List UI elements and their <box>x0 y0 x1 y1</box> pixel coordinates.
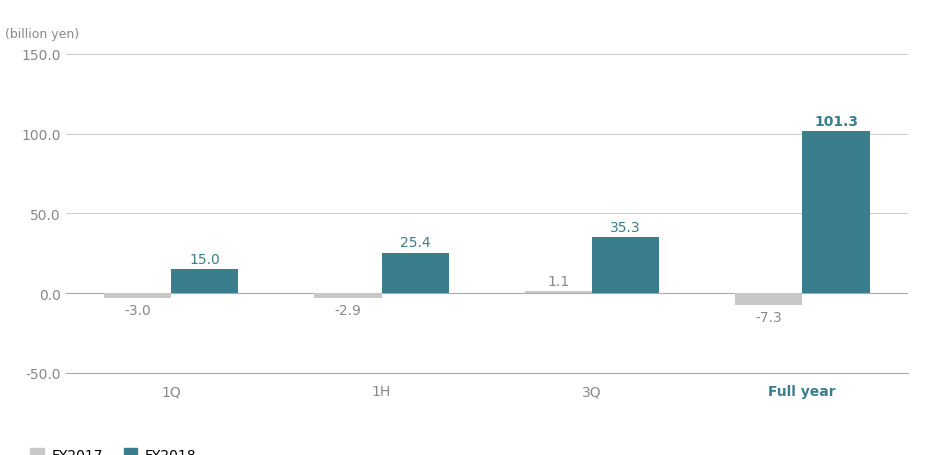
Bar <box>171 269 239 293</box>
Text: 25.4: 25.4 <box>400 236 431 250</box>
Bar <box>314 293 382 298</box>
Text: 35.3: 35.3 <box>610 220 641 234</box>
Text: -3.0: -3.0 <box>124 304 151 318</box>
Text: -7.3: -7.3 <box>755 311 782 325</box>
Text: 15.0: 15.0 <box>189 253 220 266</box>
Text: (billion yen): (billion yen) <box>5 28 79 41</box>
Bar <box>382 253 449 293</box>
Text: 1.1: 1.1 <box>548 274 569 288</box>
Legend: FY2017, FY2018: FY2017, FY2018 <box>30 448 196 455</box>
Bar <box>524 292 592 293</box>
Bar <box>592 237 659 293</box>
Text: 101.3: 101.3 <box>814 115 858 129</box>
Bar <box>104 293 171 298</box>
Text: -2.9: -2.9 <box>334 303 361 318</box>
Bar <box>735 293 802 305</box>
Bar <box>802 132 870 293</box>
